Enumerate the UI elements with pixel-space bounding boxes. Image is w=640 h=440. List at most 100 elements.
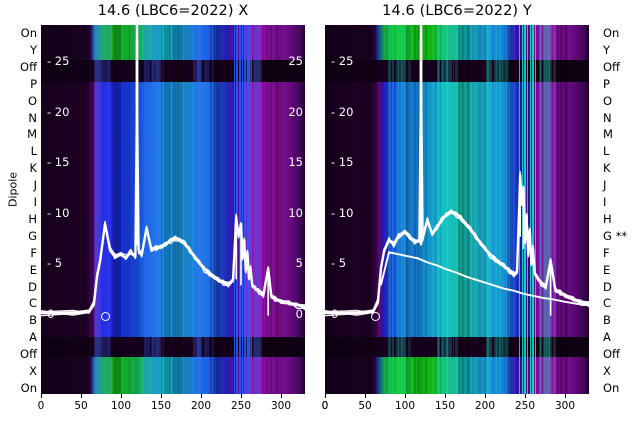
- category-tick-label: I: [33, 195, 37, 210]
- heatmap-stripe-strong: [521, 25, 524, 394]
- plot-panel-y[interactable]: 0 - 5 - 10 - 15 - 20 - 25: [325, 25, 589, 394]
- heatmap-stripe: [112, 25, 115, 394]
- heatmap-stripe: [375, 25, 378, 394]
- x-axis-tick-label: 50: [74, 400, 88, 412]
- heatmap-stripe: [269, 25, 272, 394]
- heatmap-stripe: [448, 25, 450, 394]
- heatmap-stripe: [444, 25, 448, 394]
- heatmap-stripe: [144, 25, 146, 394]
- heatmap-stripe: [459, 25, 462, 394]
- heatmap-stripe: [431, 25, 433, 394]
- heatmap-stripe: [382, 25, 386, 394]
- heatmap-stripe: [496, 25, 499, 394]
- category-tick-label: M: [603, 127, 613, 142]
- heatmap-stripe: [140, 25, 141, 394]
- heatmap-stripe: [182, 25, 184, 394]
- heatmap-stripe: [88, 25, 91, 394]
- category-tick-label: D: [28, 279, 37, 294]
- heatmap-stripe: [128, 25, 130, 394]
- heatmap-stripe: [207, 25, 210, 394]
- heatmap-stripe: [423, 25, 427, 394]
- heatmap-stripe: [91, 25, 94, 394]
- heatmap-stripe: [265, 25, 268, 394]
- x-axis-left-panel: 0 50 100 150 200 250 300 0: [38, 394, 328, 434]
- inner-y-tick-label: 0: [47, 307, 55, 321]
- inner-y-tick-label-right: 20: [288, 104, 303, 119]
- category-tick-label: N: [603, 110, 612, 125]
- plot-panel-x[interactable]: 0 0 - 5 5 - 10 10 - 15 15 - 20 20 - 25 25: [41, 25, 305, 394]
- heatmap-stripe: [558, 25, 561, 394]
- category-tick-label: Y: [29, 42, 37, 57]
- x-axis-tick: [365, 394, 366, 398]
- heatmap-stripe: [555, 25, 558, 394]
- heatmap-stripe: [114, 25, 118, 394]
- panel-title-x: 14.6 (LBC6=2022) X: [97, 3, 249, 19]
- heatmap-stripe: [103, 25, 104, 394]
- heatmap-stripe-strong: [236, 25, 238, 394]
- heatmap-stripe: [509, 25, 511, 394]
- heatmap-stripe: [379, 25, 382, 394]
- heatmap-stripe: [263, 25, 265, 394]
- inner-y-tick-label: - 20: [47, 104, 70, 119]
- heatmap-stripes-y: [325, 25, 589, 394]
- heatmap-stripe: [220, 25, 222, 394]
- heatmap-stripe: [472, 25, 474, 394]
- heatmap-stripe-strong: [526, 25, 528, 394]
- heatmap-stripe: [97, 25, 101, 394]
- heatmap-stripe: [369, 25, 370, 394]
- category-tick-label: J: [33, 178, 37, 193]
- heatmap-stripe: [125, 25, 127, 394]
- heatmap-stripe-strong: [241, 25, 243, 394]
- heatmap-stripe: [484, 25, 488, 394]
- heatmap-stripe: [275, 25, 278, 394]
- heatmap-stripe: [109, 25, 112, 394]
- category-tick-label: On: [603, 26, 620, 40]
- heatmap-stripe: [393, 25, 395, 394]
- heatmap-stripe: [193, 25, 196, 394]
- heatmap-stripe-strong: [532, 25, 535, 394]
- heatmap-stripe: [258, 25, 261, 394]
- heatmap-stripe: [169, 25, 172, 394]
- heatmap-stripe: [271, 25, 274, 394]
- category-tick-label: F: [30, 245, 37, 260]
- heatmap-stripe: [549, 25, 551, 394]
- heatmap-stripe: [487, 25, 491, 394]
- heatmap-stripe: [440, 25, 444, 394]
- heatmap-stripe: [157, 25, 161, 394]
- heatmap-stripe: [206, 25, 208, 394]
- heatmap-stripe: [198, 25, 202, 394]
- x-axis-tick-label: 250: [230, 400, 252, 412]
- heatmap-stripe: [397, 25, 399, 394]
- inner-y-tick-label: - 5: [331, 256, 347, 271]
- overlay-trace-y: [325, 25, 589, 394]
- heatmap-stripe: [124, 25, 126, 394]
- category-tick-label: E: [29, 262, 37, 277]
- category-axis-left: On Y Off P O N M L K J I H G F E D C B A Off X On: [1, 25, 41, 394]
- heatmap-stripe: [108, 25, 111, 394]
- heatmap-stripe-strong: [238, 25, 241, 394]
- heatmap-band: [325, 82, 589, 337]
- inner-tick-labels-x: 0 0 - 5 5 - 10 10 - 15 15 - 20 20 - 25 25: [41, 25, 305, 394]
- inner-y-tick-label-right: 0: [295, 307, 303, 321]
- heatmap-stripe-strong: [529, 25, 532, 394]
- heatmap-stripe: [446, 25, 450, 394]
- heatmap-stripe: [178, 25, 182, 394]
- heatmap-stripe: [374, 25, 377, 394]
- heatmap-stripe: [239, 25, 243, 394]
- heatmap-stripe: [538, 25, 541, 394]
- zero-marker: [101, 311, 110, 321]
- heatmap-stripe: [248, 25, 251, 394]
- category-tick-label: Off: [20, 347, 37, 362]
- heatmap-band: [41, 25, 305, 61]
- heatmap-stripe: [537, 25, 540, 394]
- heatmap-stripe: [402, 25, 405, 394]
- inner-y-tick-label: - 20: [331, 104, 354, 119]
- heatmap-band: [325, 25, 589, 61]
- heatmap-stripe: [493, 25, 496, 394]
- heatmap-stripe: [557, 25, 560, 394]
- heatmap-stripe: [500, 25, 503, 394]
- x-axis-tick: [81, 394, 82, 398]
- heatmap-stripe: [520, 25, 523, 394]
- heatmap-stripe: [154, 25, 158, 394]
- heatmap-stripe: [174, 25, 178, 394]
